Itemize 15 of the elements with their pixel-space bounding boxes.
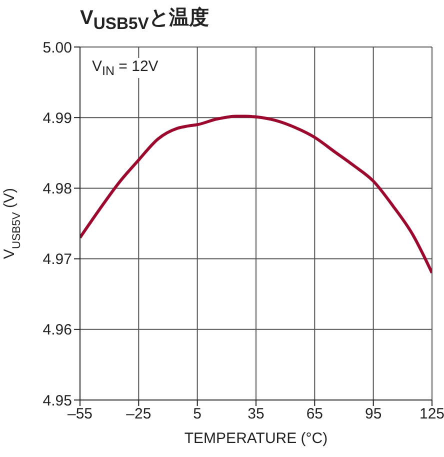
chart-title: V$_{USB5V}$と温度 bbox=[80, 6, 209, 34]
x-tick-label: 35 bbox=[248, 406, 264, 423]
y-tick-label: 5.00 bbox=[42, 39, 72, 56]
annotation: V$_{IN}$ = 12V bbox=[92, 58, 158, 78]
y-tick-label: 4.99 bbox=[42, 110, 72, 127]
x-tick-label: 95 bbox=[364, 406, 382, 423]
x-tick-label: 5 bbox=[193, 406, 202, 423]
line-series bbox=[80, 114, 432, 274]
x-tick-label: –25 bbox=[126, 406, 152, 423]
y-tick-label: 4.97 bbox=[42, 251, 72, 268]
x-tick-label: 65 bbox=[306, 406, 324, 423]
x-tick-label: 125 bbox=[419, 406, 444, 423]
y-tick-label: 4.96 bbox=[42, 322, 72, 339]
y-tick-label: 4.98 bbox=[42, 180, 72, 198]
x-axis-title: TEMPERATURE (°C) bbox=[183, 430, 329, 447]
